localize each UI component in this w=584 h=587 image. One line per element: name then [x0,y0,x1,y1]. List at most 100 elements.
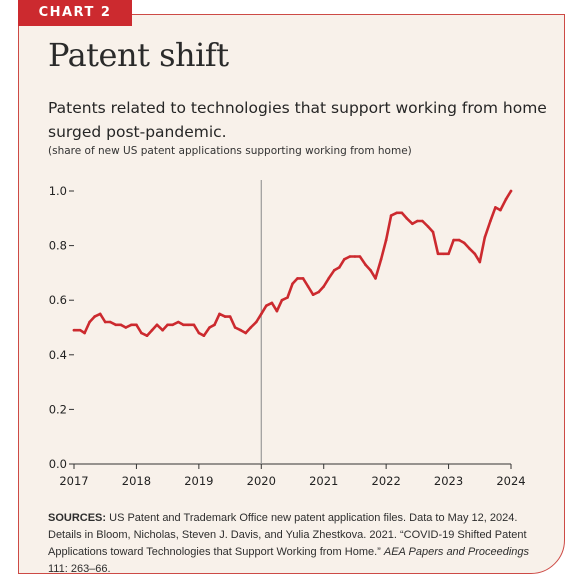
data-point [509,189,513,193]
data-point [426,225,430,228]
data-point [353,255,357,258]
data-point [291,282,294,286]
data-point [108,320,112,324]
x-tick-label: 2019 [184,474,213,488]
data-point [192,323,196,327]
data-point [369,268,372,272]
data-point [478,260,482,264]
data-point [103,320,107,324]
data-point [72,328,76,332]
data-point [374,277,377,280]
x-tick-label: 2024 [496,474,525,488]
x-tick-label: 2020 [247,474,276,488]
data-point [364,263,367,267]
x-tick-label: 2023 [434,474,463,488]
data-point [223,315,227,318]
data-point [78,328,82,332]
data-point [197,331,201,335]
data-point [119,323,123,327]
data-point [467,247,471,250]
data-point [348,255,352,258]
data-point [384,238,388,242]
data-point [270,301,274,305]
data-point [389,214,393,217]
data-point [400,211,404,215]
data-point [452,238,455,242]
data-point [218,312,221,316]
data-point [83,331,86,335]
data-point [280,298,284,302]
data-point [254,320,258,324]
y-axis-units-note: (share of new US patent applications sup… [48,145,412,157]
data-point [311,293,315,297]
chart-title: Patent shift [48,36,229,74]
chart-card [18,14,565,574]
data-point [442,252,445,256]
data-point [124,326,128,329]
data-point [161,328,164,332]
x-tick-label: 2017 [59,474,88,488]
data-point [135,323,138,327]
data-point [411,222,414,226]
data-point [228,315,232,318]
data-point [483,236,487,239]
y-tick-label: 0.8 [49,239,67,253]
data-point [296,277,299,280]
data-point [140,331,143,335]
data-point [421,219,424,223]
data-point [88,320,91,324]
data-point [489,219,492,223]
sources-text: US Patent and Trademark Office new paten… [48,512,527,558]
data-point [208,326,211,329]
data-point [504,197,508,201]
x-tick-label: 2018 [122,474,151,488]
y-tick-label: 0.0 [49,457,67,471]
data-point [244,331,247,335]
data-point [260,312,263,316]
y-tick-label: 0.2 [49,402,67,416]
data-point [286,296,289,299]
data-point [317,290,321,294]
chart-number-badge: CHART 2 [18,0,132,26]
x-tick-label: 2021 [309,474,338,488]
data-point [431,230,435,234]
data-point [416,219,419,223]
data-point [93,315,96,318]
data-point [447,252,450,256]
data-point [358,255,362,258]
data-point [499,208,502,212]
sources-journal: AEA Papers and Proceedings [383,546,530,558]
sources-note: SOURCES: US Patent and Trademark Office … [48,510,548,578]
data-point [265,304,268,308]
y-tick-label: 1.0 [49,184,67,198]
data-point [233,326,237,329]
x-tick-label: 2022 [372,474,401,488]
data-point [343,258,346,261]
data-point [145,334,149,338]
data-point [333,268,336,272]
data-point [301,277,305,280]
data-point [114,323,118,327]
data-point [150,328,154,332]
data-point [306,285,310,288]
y-tick-label: 0.6 [49,293,67,307]
data-point [322,285,326,288]
data-point [327,277,331,280]
sources-pages: 111: 263–66. [48,563,111,575]
data-point [177,320,180,324]
data-point [182,323,185,327]
data-point [249,326,252,329]
data-point [405,217,409,220]
sources-label: SOURCES: [48,512,107,524]
data-point [473,252,477,256]
data-point [494,206,497,209]
data-point [395,211,399,215]
series-line [72,189,513,338]
data-point [171,323,174,327]
y-tick-label: 0.4 [49,348,67,362]
data-point [338,266,341,269]
data-point [166,323,169,327]
data-point [98,312,102,316]
data-point [436,252,440,256]
